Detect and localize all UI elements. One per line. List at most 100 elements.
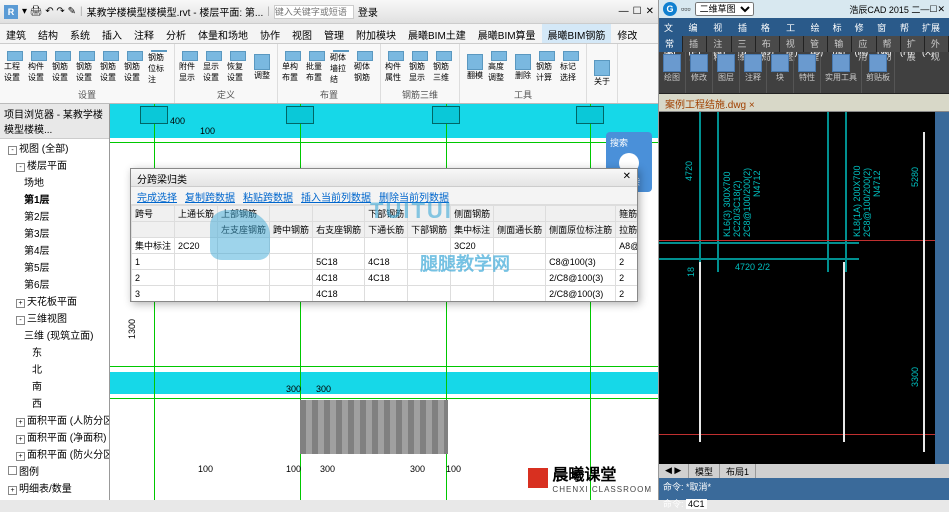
dlg-tool[interactable]: 复制跨数据 <box>185 189 235 202</box>
ribbon-btn[interactable]: 批量布置 <box>306 51 328 83</box>
ribbon-btn[interactable]: 关于 <box>591 58 613 90</box>
tree-item[interactable]: +面积平面 (防火分区面积) <box>16 445 109 462</box>
drawing-canvas[interactable]: 400 100 1300 300 300 100 100 300 300 100… <box>110 104 658 500</box>
tree-item[interactable]: -三维视图 <box>16 309 109 326</box>
tree-item[interactable]: 南 <box>32 377 109 394</box>
tree-item[interactable]: 西 <box>32 394 109 411</box>
tab-0[interactable]: 建筑 <box>0 24 32 43</box>
win-min[interactable]: — <box>920 4 929 14</box>
tab-6[interactable]: 体量和场地 <box>192 24 254 43</box>
ribbon-btn[interactable]: 钢筋设置 <box>124 51 146 83</box>
tree-item[interactable]: +面积平面 (净面积) <box>16 428 109 445</box>
tree-item[interactable]: 北 <box>32 360 109 377</box>
project-browser[interactable]: 项目浏览器 - 某教学楼模型楼模... -视图 (全部)-楼层平面场地第1层第2… <box>0 104 110 500</box>
ribbon-btn[interactable]: 附件显示 <box>179 51 201 83</box>
chenxi-logo: 晨曦课堂 CHENXI CLASSROOM <box>528 461 652 494</box>
ribbon: 工程设置构件设置钢筋设置钢筋设置钢筋设置钢筋设置钢筋位标注设置附件显示显示设置恢… <box>0 44 658 104</box>
ribbon-btn[interactable]: 构件属性 <box>385 51 407 83</box>
ribbon-btn[interactable]: 高度调整 <box>488 51 510 83</box>
tree-item[interactable]: -楼层平面 <box>16 156 109 173</box>
app-icon: R <box>4 5 18 19</box>
win-close[interactable]: ✕ <box>937 4 945 15</box>
window-min[interactable]: — <box>619 6 629 17</box>
qat[interactable]: ▾ 🖨 ↶ ↷ ✎ <box>22 6 76 17</box>
ribbon-btn[interactable]: 砌体墙拉结 <box>330 51 352 83</box>
tab-7[interactable]: 协作 <box>254 24 286 43</box>
cad-canvas[interactable]: 4720 KL6(3) 300X700 2C20/3C18(2) 2C8@100… <box>659 112 949 464</box>
cad-app: G ▫▫▫ 二维草图 浩辰CAD 2015 二 — ☐ ✕ 文件(F)编辑(E)… <box>659 0 949 500</box>
ribbon-btn[interactable]: 单构布置 <box>282 51 304 83</box>
help-search[interactable] <box>274 5 354 19</box>
tab-4[interactable]: 注释 <box>128 24 160 43</box>
tree-item[interactable]: 东 <box>32 343 109 360</box>
tab-1[interactable]: 结构 <box>32 24 64 43</box>
ribbon-btn[interactable]: 翻模 <box>464 51 486 83</box>
close-icon[interactable]: ✕ <box>623 171 631 184</box>
ribbon-btn[interactable]: 删除 <box>512 51 534 83</box>
dlg-tool[interactable]: 插入当前列数据 <box>301 189 371 202</box>
ribbon-btn[interactable]: 钢筋位标注 <box>148 51 170 83</box>
ribbon-btn[interactable]: 工程设置 <box>4 51 26 83</box>
login-link[interactable]: 登录 <box>358 4 378 19</box>
beam-dialog: 分跨梁归类 ✕ 完成选择复制跨数据粘贴跨数据插入当前列数据删除当前列数据 跨号上… <box>130 168 638 302</box>
watermark-icon <box>210 210 270 260</box>
tab-5[interactable]: 分析 <box>160 24 192 43</box>
tree-item[interactable]: -视图 (全部) <box>8 139 109 156</box>
file-tab[interactable]: 案例工程结施.dwg × <box>659 94 949 112</box>
cad-titlebar: G ▫▫▫ 二维草图 浩辰CAD 2015 二 — ☐ ✕ <box>659 0 949 18</box>
dlg-tool[interactable]: 删除当前列数据 <box>379 189 449 202</box>
tree-item[interactable]: +明细表/数量 <box>8 479 109 496</box>
dlg-tool[interactable]: 粘贴跨数据 <box>243 189 293 202</box>
tab-11[interactable]: 晨曦BIM土建 <box>402 24 472 43</box>
tree-item[interactable]: 图例 <box>8 462 109 479</box>
gstar-icon: G <box>663 2 677 16</box>
tab-2[interactable]: 系统 <box>64 24 96 43</box>
tab-14[interactable]: 修改 <box>611 24 643 43</box>
tab-12[interactable]: 晨曦BIM算量 <box>472 24 542 43</box>
cad-ribbon: 绘图修改图层注释块特性实用工具剪贴板 <box>659 52 949 94</box>
doc-title: 某教学楼模型楼模型.rvt - 楼层平面: 第... <box>87 4 264 19</box>
cad-ribbon-tabs: 常用插入注释三维布局视图管理输出应用帮助扩展外观 <box>659 36 949 52</box>
tab-13[interactable]: 晨曦BIM钢筋 <box>542 24 612 43</box>
ribbon-btn[interactable]: 构件设置 <box>28 51 50 83</box>
window-max[interactable]: ☐ <box>633 6 642 17</box>
tree-item[interactable]: 第2层 <box>24 207 109 224</box>
ribbon-btn[interactable]: 钢筋显示 <box>409 51 431 83</box>
window-close[interactable]: ✕ <box>646 6 654 17</box>
tab-9[interactable]: 管理 <box>318 24 350 43</box>
tree-item[interactable]: 第1层 <box>24 190 109 207</box>
tab-10[interactable]: 附加模块 <box>350 24 402 43</box>
tree-item[interactable]: 第3层 <box>24 224 109 241</box>
ribbon-btn[interactable]: 显示设置 <box>203 51 225 83</box>
win-max[interactable]: ☐ <box>929 4 937 15</box>
tree-item[interactable]: 第4层 <box>24 241 109 258</box>
tab-3[interactable]: 插入 <box>96 24 128 43</box>
cad-menu: 文件(F)编辑(E)视图(V)插入(I)格式(O)工具(T)绘图(D)标注(N)… <box>659 18 949 36</box>
dialog-title: 分跨梁归类 <box>137 171 187 184</box>
dlg-tool[interactable]: 完成选择 <box>137 189 177 202</box>
ribbon-btn[interactable]: 标记选择 <box>560 51 582 83</box>
tree-item[interactable]: +图纸 (全部) <box>8 496 109 500</box>
ribbon-btn[interactable]: 钢筋设置 <box>52 51 74 83</box>
tree-item[interactable]: 场地 <box>24 173 109 190</box>
ribbon-btn[interactable]: 砌体钢筋 <box>354 51 376 83</box>
browser-title: 项目浏览器 - 某教学楼模型楼模... <box>0 104 109 139</box>
ribbon-tabs: 建筑结构系统插入注释分析体量和场地协作视图管理附加模块晨曦BIM土建晨曦BIM算… <box>0 24 658 44</box>
cad-side-toolbar[interactable] <box>935 112 949 464</box>
titlebar: R ▾ 🖨 ↶ ↷ ✎ | 某教学楼模型楼模型.rvt - 楼层平面: 第...… <box>0 0 658 24</box>
ribbon-btn[interactable]: 钢筋计算 <box>536 51 558 83</box>
tab-8[interactable]: 视图 <box>286 24 318 43</box>
tree-item[interactable]: +天花板平面 <box>16 292 109 309</box>
tree-item[interactable]: +面积平面 (人防分区面积) <box>16 411 109 428</box>
ribbon-btn[interactable]: 调整 <box>251 51 273 83</box>
workspace-select[interactable]: 二维草图 <box>695 2 754 16</box>
ribbon-btn[interactable]: 钢筋设置 <box>76 51 98 83</box>
tree-item[interactable]: 第5层 <box>24 258 109 275</box>
tree-item[interactable]: 三维 (现筑立面) <box>24 326 109 343</box>
ribbon-btn[interactable]: 钢筋三维 <box>433 51 455 83</box>
beam-table[interactable]: 跨号上通长筋上部钢筋下部钢筋侧面钢筋箍筋 左支座钢筋跨中钢筋右支座钢筋下通长筋下… <box>131 205 637 301</box>
ribbon-btn[interactable]: 钢筋设置 <box>100 51 122 83</box>
ribbon-btn[interactable]: 恢复设置 <box>227 51 249 83</box>
cad-statusbar: ◀ ▶模型布局1 命令: *取消* 命令: 4C1 <box>659 464 949 500</box>
tree-item[interactable]: 第6层 <box>24 275 109 292</box>
